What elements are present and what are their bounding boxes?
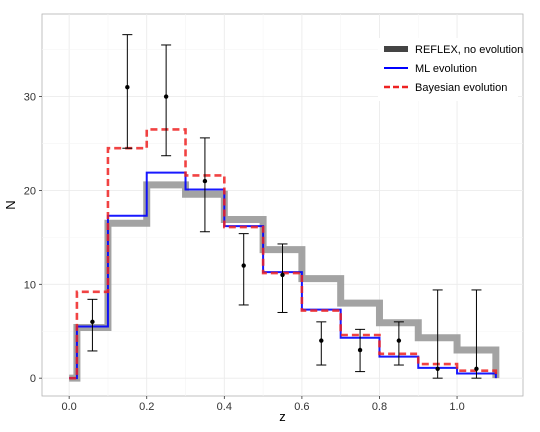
data-point — [319, 338, 324, 343]
data-point — [474, 366, 479, 371]
y-tick-label: 20 — [24, 185, 36, 197]
data-point — [202, 178, 208, 184]
legend-label-2: ML evolution — [415, 63, 477, 75]
data-point — [241, 263, 246, 268]
x-tick-label: 0.0 — [62, 401, 77, 413]
data-point — [357, 347, 363, 353]
legend-label-3: Bayesian evolution — [415, 82, 507, 94]
x-tick-label: 0.4 — [217, 401, 232, 413]
data-point — [90, 319, 95, 325]
y-axis-ticks: 0 10 20 30 — [24, 92, 42, 385]
series-line-3 — [69, 128, 498, 380]
y-tick-label: 0 — [30, 373, 36, 385]
data-point — [163, 94, 169, 99]
y-axis-label: N — [3, 200, 18, 209]
x-axis-ticks: 0.0 0.2 0.4 0.6 0.8 1.0 — [62, 396, 465, 413]
x-axis-label: z — [279, 409, 286, 424]
x-tick-label: 0.2 — [139, 401, 154, 413]
y-tick-label: 30 — [24, 92, 36, 104]
data-point — [396, 338, 402, 343]
data-point — [435, 366, 440, 371]
y-tick-label: 10 — [24, 279, 36, 291]
data-point — [280, 272, 285, 278]
step-series — [69, 128, 500, 382]
legend-label-1: REFLEX, no evolution — [415, 44, 523, 56]
data-point — [125, 85, 130, 90]
x-tick-label: 1.0 — [449, 401, 464, 413]
x-tick-label: 0.8 — [372, 401, 387, 413]
x-tick-label: 0.6 — [294, 401, 309, 413]
legend: REFLEX, no evolution ML evolution Bayesian… — [378, 38, 523, 101]
data-points — [87, 34, 482, 379]
